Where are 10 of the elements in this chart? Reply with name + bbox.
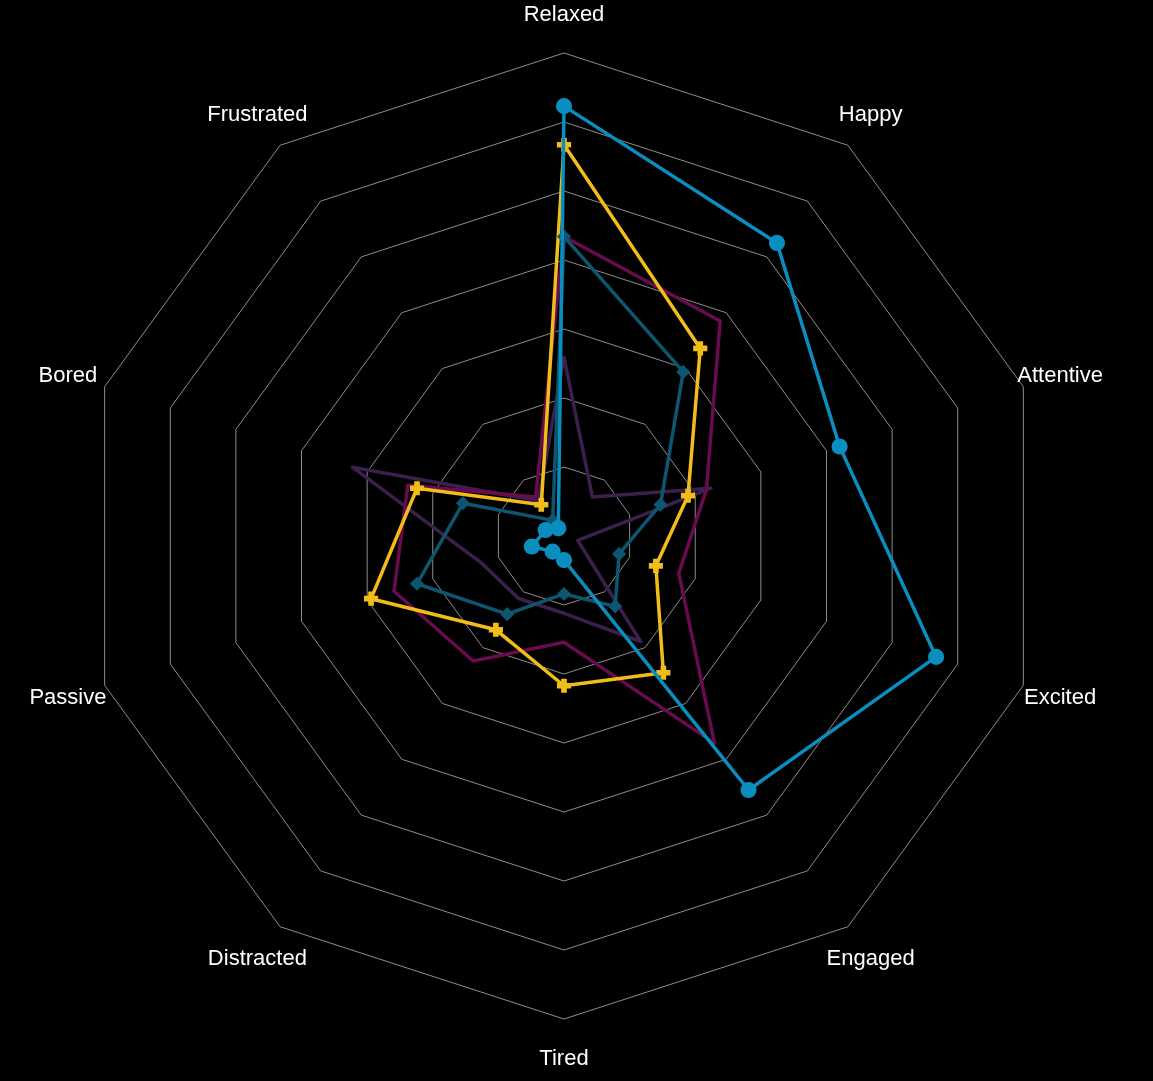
spoke-label: Relaxed xyxy=(523,1,605,27)
spoke-label: Engaged xyxy=(826,945,915,971)
spoke-label: Frustrated xyxy=(207,100,308,126)
spoke-label: Attentive xyxy=(1017,361,1103,387)
spoke-label: Bored xyxy=(38,361,98,387)
spoke-label: Tired xyxy=(539,1044,589,1070)
spoke-label: Passive xyxy=(29,684,107,710)
spoke-label: Excited xyxy=(1024,684,1097,710)
spoke-label: Happy xyxy=(838,100,903,126)
spoke-label: Distracted xyxy=(207,945,307,971)
